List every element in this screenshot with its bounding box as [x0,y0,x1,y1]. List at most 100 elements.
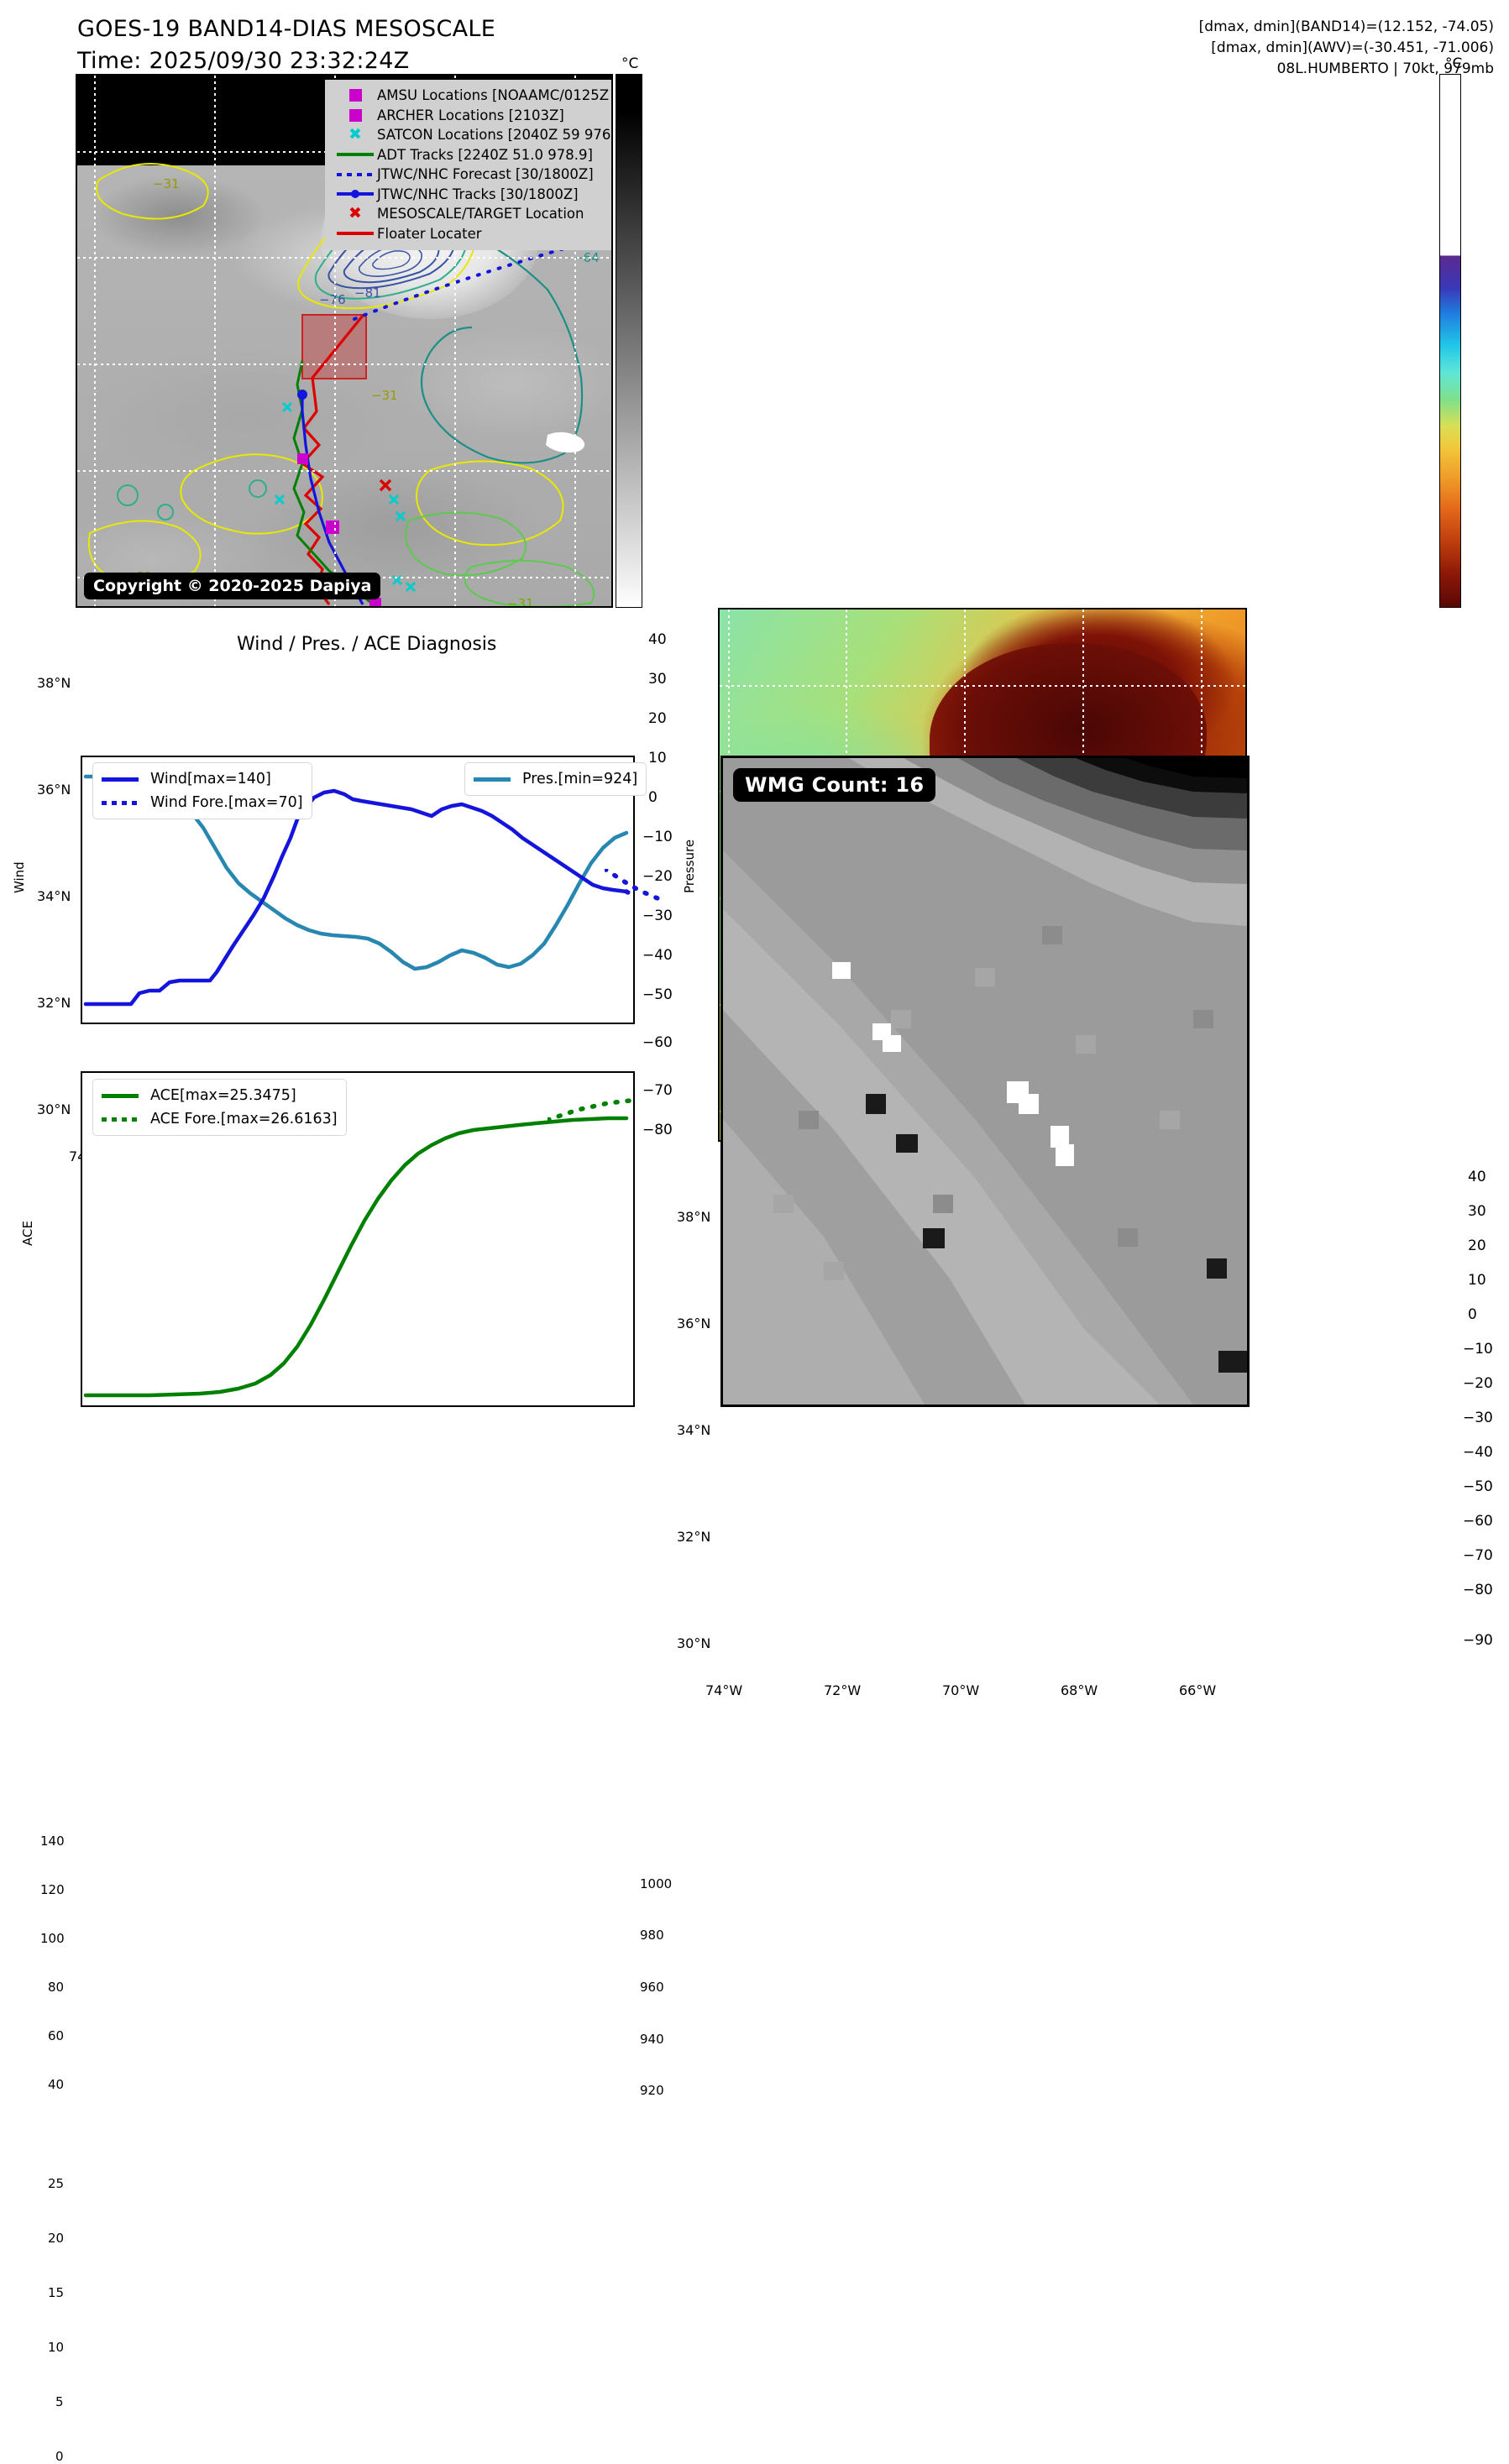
magenta-square-icon [333,89,377,102]
ace-tick-0: 0 [55,2449,64,2464]
storm-summary: 08L.HUMBERTO | 70kt, 979mb [1276,60,1494,77]
wv-lat-36: 36°N [677,1316,711,1331]
ace-chart-legend[interactable]: ACE[max=25.3475] ACE Fore.[max=26.6163] [92,1079,347,1136]
grid-lon-68 [454,76,456,606]
blue-dotted-line-icon [333,172,377,176]
wv-lat-30: 30°N [677,1635,711,1651]
legend-item-wind[interactable]: Wind[max=140] [102,767,303,791]
legend-label-ace: ACE[max=25.3475] [150,1087,296,1104]
legend-label-wind-forecast: Wind Fore.[max=70] [150,794,303,811]
ace-tick-25: 25 [48,2176,65,2191]
contour-label-minus81: −81 [354,285,381,301]
pressure-chart-legend[interactable]: Pres.[min=924] [464,762,647,796]
legend-label-ace-forecast: ACE Fore.[max=26.6163] [150,1111,338,1127]
ace-axis-title: ACE [15,1221,40,1246]
legend-item-pressure[interactable]: Pres.[min=924] [474,767,637,791]
legend-item-satcon[interactable]: ✖ SATCON Locations [2040Z 59 976] [333,125,613,145]
map-legend[interactable]: AMSU Locations [NOAAMC/0125Z 91 968] ARC… [325,80,613,250]
wind-axis-label: Wind [12,861,27,893]
wind-tick-100: 100 [40,1931,65,1946]
ir-lat-38: 38°N [37,675,71,691]
magenta-square-icon [333,108,377,122]
ir-cb-20: 20 [648,710,667,727]
adt-track [292,360,378,606]
green-dotted-line-icon [102,1117,150,1122]
legend-item-mesoscale[interactable]: ✖ MESOSCALE/TARGET Location [333,204,611,224]
mesoscale-target-marker [379,479,392,492]
legend-item-forecast[interactable]: JTWC/NHC Forecast [30/1800Z] [333,165,611,185]
pressure-tick-980: 980 [640,1928,664,1943]
pressure-axis-label: Pressure [682,839,697,893]
wv-cb-m40: −40 [1463,1444,1493,1461]
wv-cb-m20: −20 [1463,1375,1493,1392]
floater-locater-line [300,314,364,605]
ir-cb-m40: −40 [642,947,673,964]
ir-cb-m60: −60 [642,1034,673,1051]
legend-label-pressure: Pres.[min=924] [522,771,638,787]
red-x-icon: ✖ [348,204,362,223]
ir-cb-0: 0 [648,789,658,806]
grid-lon-74 [94,76,96,606]
ir-mesoscale-map[interactable]: −31 −64 −81 −76 −31 −31 −31 AMSU Locatio… [76,74,613,608]
wind-tick-120: 120 [40,1882,65,1897]
wind-tick-40: 40 [48,2077,65,2092]
ace-forecast-overflow [548,1097,639,1122]
ir-cb-m30: −30 [642,908,673,924]
legend-item-ace[interactable]: ACE[max=25.3475] [102,1084,338,1107]
ir-cb-30: 30 [648,671,667,688]
ir-cb-m20: −20 [642,868,673,885]
wv-colorbar-unit: °C [1445,55,1463,72]
ace-tick-20: 20 [48,2231,65,2246]
legend-item-adt[interactable]: ADT Tracks [2240Z 51.0 978.9] [333,145,611,165]
grid-lon-72 [214,76,216,606]
ace-axis-label: ACE [20,1221,35,1246]
ir-cb-10: 10 [648,750,667,766]
grid-lat-36 [77,257,611,259]
ir-lat-30: 30°N [37,1101,71,1117]
blue-line-icon [102,777,150,782]
ace-series [83,1116,629,1398]
jtwc-nhc-track [301,393,364,605]
wmg-panel[interactable]: WMG Count: 16 [720,756,1250,1407]
wv-cb-m70: −70 [1463,1547,1493,1564]
legend-label-tracks: JTWC/NHC Tracks [30/1800Z] [377,186,579,202]
wv-cb-m30: −30 [1463,1410,1493,1426]
wv-lon-72: 72°W [824,1682,862,1698]
pressure-tick-940: 940 [640,2032,664,2047]
grid-lat-32 [77,470,611,472]
ace-tick-5: 5 [55,2394,64,2409]
legend-item-ace-forecast[interactable]: ACE Fore.[max=26.6163] [102,1107,338,1131]
ace-tick-10: 10 [48,2340,65,2355]
wv-cb-30: 30 [1468,1203,1486,1220]
cyan-x-icon: ✖ [348,125,362,144]
band14-dmax-dmin: [dmax, dmin](BAND14)=(12.152, -74.05) [1198,18,1494,35]
wv-grid-lat-38 [720,685,1245,687]
legend-item-amsu[interactable]: AMSU Locations [NOAAMC/0125Z 91 968] [333,86,611,106]
wind-chart-legend[interactable]: Wind[max=140] Wind Fore.[max=70] [92,762,312,819]
legend-item-wind-forecast[interactable]: Wind Fore.[max=70] [102,791,303,814]
ir-cb-m50: −50 [642,986,673,1003]
contour-label-minus31-a: −31 [153,176,180,191]
legend-item-floater[interactable]: Floater Locater [333,224,611,244]
wind-tick-140: 140 [40,1834,65,1849]
legend-item-tracks[interactable]: JTWC/NHC Tracks [30/1800Z] [333,185,611,205]
ir-cb-m10: −10 [642,829,673,845]
wv-lat-38: 38°N [677,1209,711,1225]
ir-cb-40: 40 [648,631,667,648]
jtwc-nhc-forecast [353,247,566,321]
legend-label-archer: ARCHER Locations [2103Z] [377,107,564,123]
wv-lon-66: 66°W [1179,1682,1217,1698]
legend-label-forecast: JTWC/NHC Forecast [30/1800Z] [377,166,594,183]
legend-item-archer[interactable]: ARCHER Locations [2103Z] [333,106,611,126]
green-line-icon [102,1093,150,1098]
no-data-region [77,76,319,165]
contour-label-minus31-d: −31 [507,596,534,608]
pressure-axis-title: Pressure [677,840,702,893]
legend-label-satcon: SATCON Locations [2040Z 59 976] [377,127,613,144]
blue-line-marker-icon [333,190,377,199]
wmg-count-badge: WMG Count: 16 [733,768,936,802]
wv-cb-10: 10 [1468,1272,1486,1289]
blue-dotted-line-icon [102,800,150,805]
wind-forecast-overflow [605,869,666,903]
wind-tick-60: 60 [48,2028,65,2043]
